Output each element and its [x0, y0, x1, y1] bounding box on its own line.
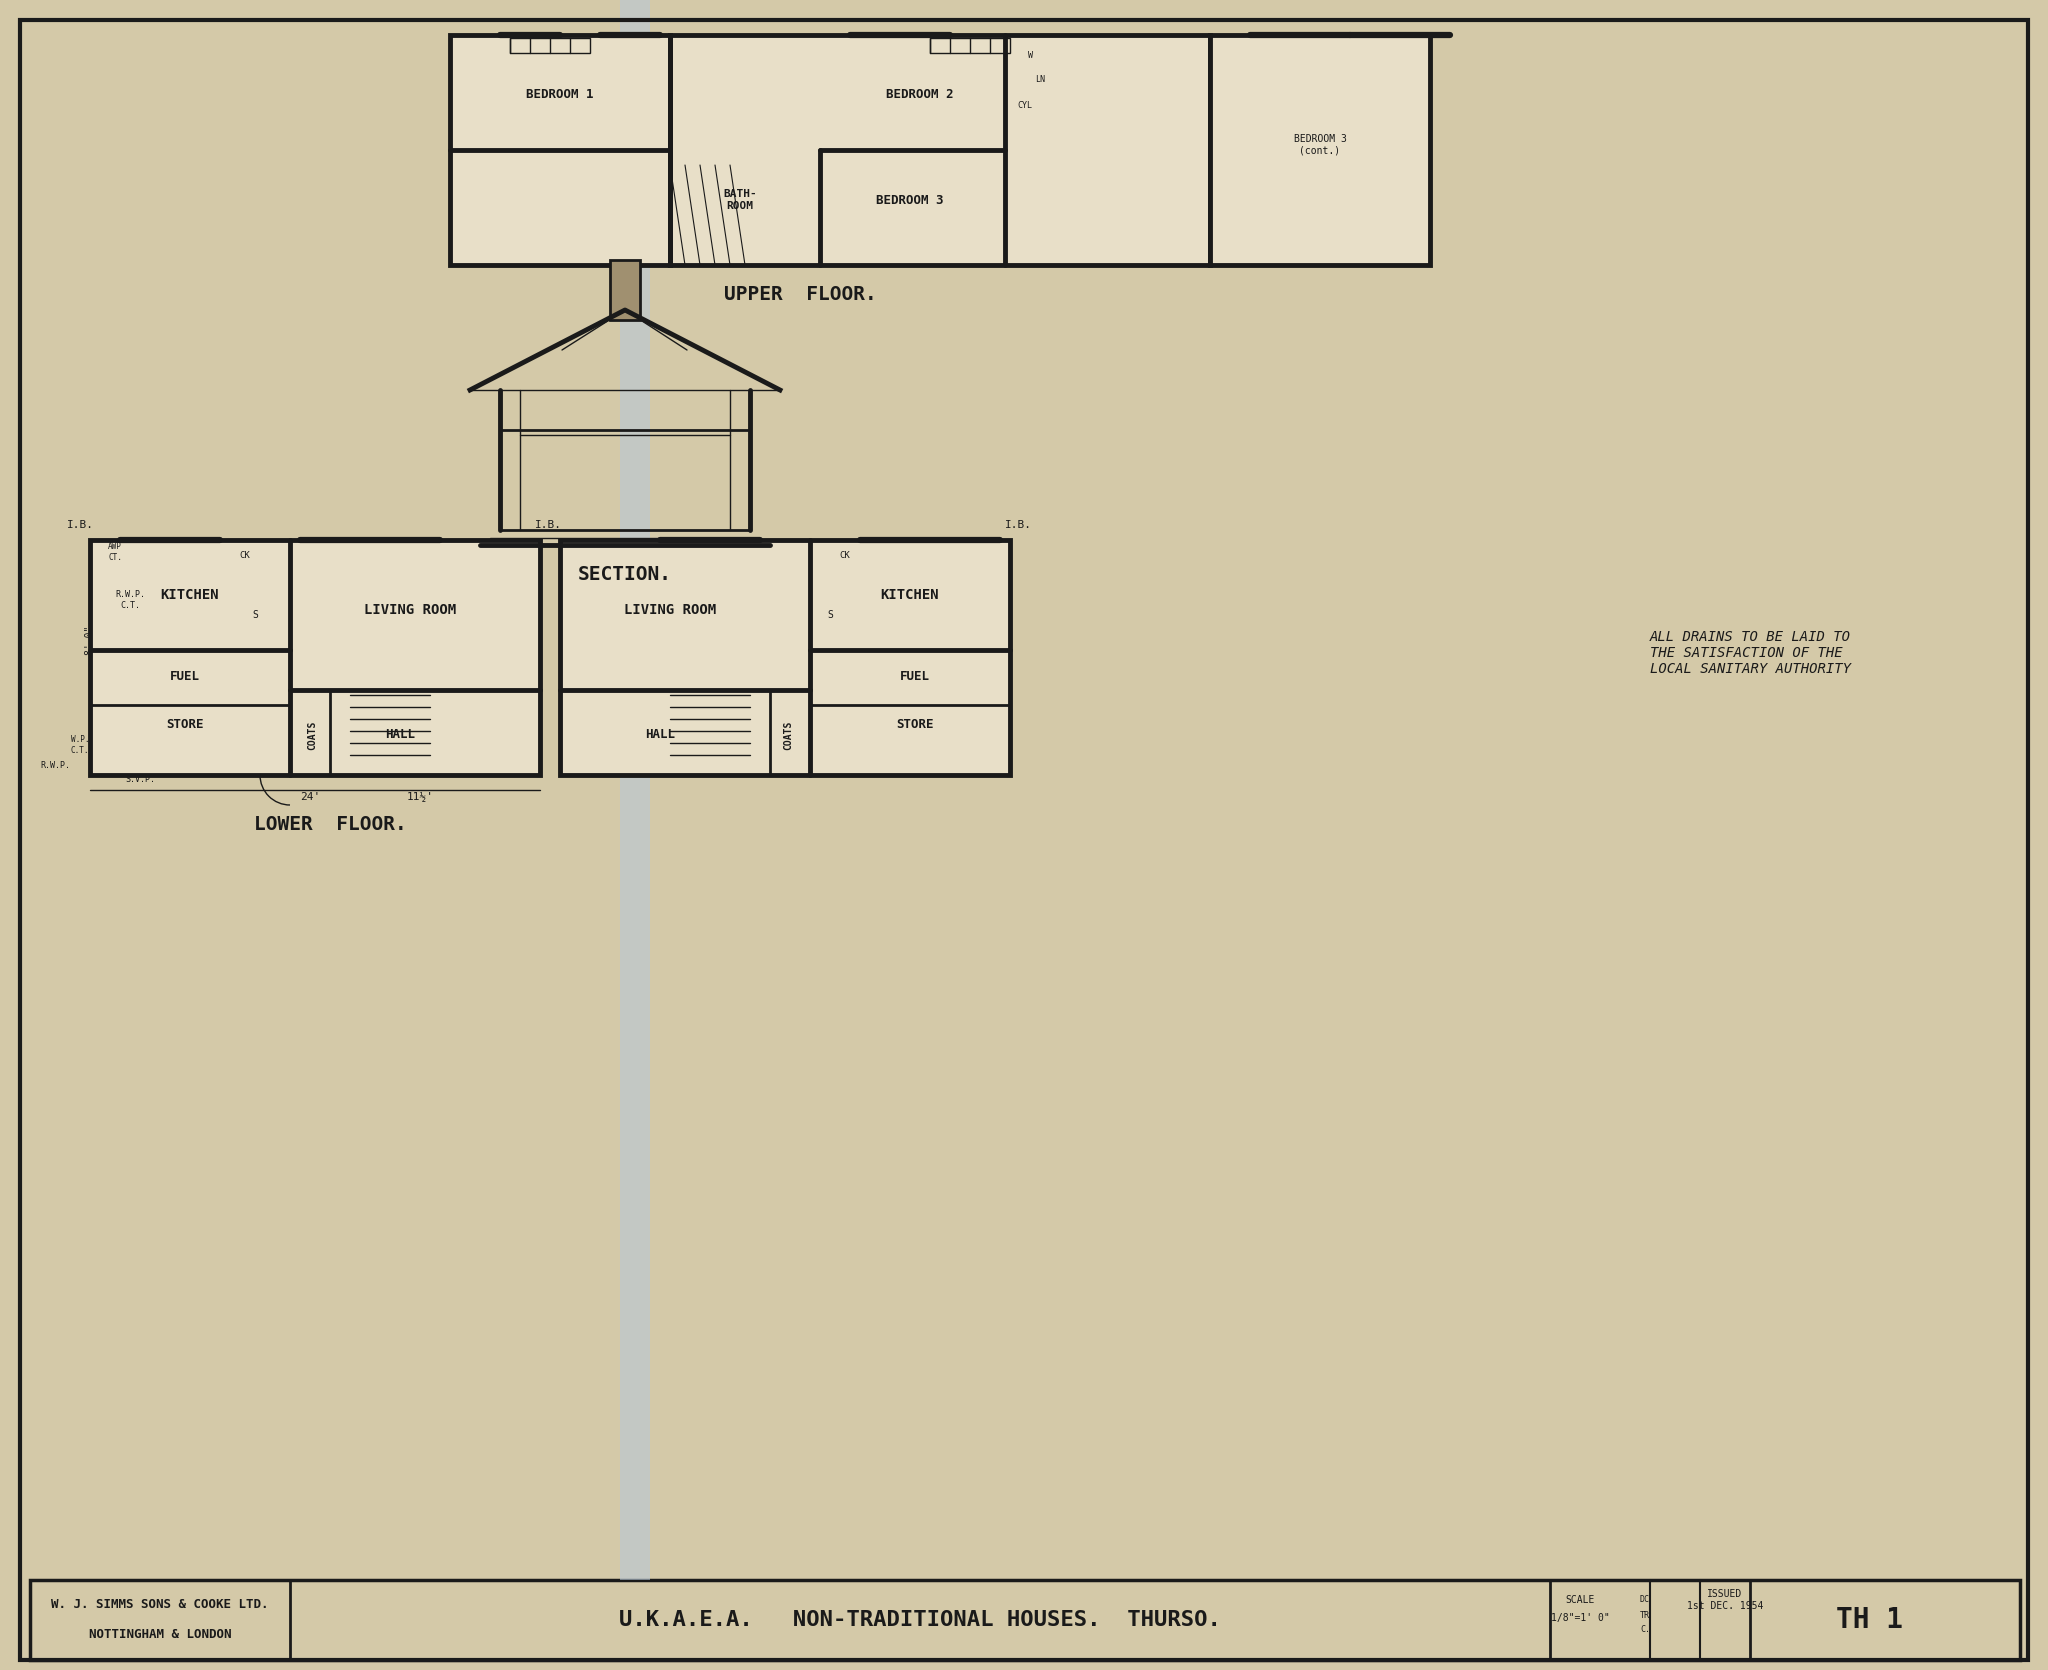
Text: W: W: [1028, 50, 1032, 60]
Text: S.V.P.: S.V.P.: [125, 775, 156, 785]
Text: S: S: [252, 610, 258, 620]
Text: I.B.: I.B.: [535, 519, 561, 529]
Text: STORE: STORE: [166, 718, 203, 731]
Text: CK: CK: [840, 551, 850, 559]
Text: TH 1: TH 1: [1837, 1607, 1903, 1633]
Text: S: S: [827, 610, 834, 620]
Text: CK: CK: [240, 551, 250, 559]
Text: KITCHEN: KITCHEN: [881, 588, 940, 601]
Text: BATH-
ROOM: BATH- ROOM: [723, 189, 758, 210]
Text: STORE: STORE: [897, 718, 934, 731]
Text: BEDROOM 2: BEDROOM 2: [887, 89, 954, 102]
Bar: [559, 539, 1010, 775]
Text: BEDROOM 3
(cont.): BEDROOM 3 (cont.): [1294, 134, 1346, 155]
Text: KITCHEN: KITCHEN: [160, 588, 219, 601]
Bar: [90, 539, 541, 775]
Text: NOTTINGHAM & LONDON: NOTTINGHAM & LONDON: [88, 1628, 231, 1642]
Text: R.W.P.
C.T.: R.W.P. C.T.: [115, 590, 145, 610]
Text: 11½': 11½': [406, 792, 434, 802]
Bar: [510, 38, 590, 53]
Text: I.B.: I.B.: [1004, 519, 1032, 529]
Text: LIVING ROOM: LIVING ROOM: [365, 603, 457, 616]
Text: HALL: HALL: [645, 728, 676, 741]
Text: BEDROOM 3: BEDROOM 3: [877, 194, 944, 207]
Text: U.K.A.E.A.   NON-TRADITIONAL HOUSES.  THURSO.: U.K.A.E.A. NON-TRADITIONAL HOUSES. THURS…: [618, 1610, 1221, 1630]
Bar: [670, 35, 1210, 266]
Text: COATS: COATS: [307, 720, 317, 750]
Text: R.W.P.: R.W.P.: [41, 760, 70, 770]
Text: ISSUED
1st DEC. 1954: ISSUED 1st DEC. 1954: [1688, 1590, 1763, 1612]
Text: AWP
CT.: AWP CT.: [109, 543, 123, 561]
Text: SCALE: SCALE: [1565, 1595, 1595, 1605]
Bar: [621, 0, 649, 1580]
Text: HALL: HALL: [385, 728, 416, 741]
Text: TR: TR: [1640, 1610, 1651, 1620]
Text: W.P.
C.T.: W.P. C.T.: [72, 735, 90, 755]
Text: ALL DRAINS TO BE LAID TO
THE SATISFACTION OF THE
LOCAL SANITARY AUTHORITY: ALL DRAINS TO BE LAID TO THE SATISFACTIO…: [1651, 630, 1851, 676]
Text: BEDROOM 1: BEDROOM 1: [526, 89, 594, 102]
Text: FUEL: FUEL: [170, 670, 201, 683]
Text: DC: DC: [1640, 1595, 1651, 1605]
Bar: [610, 261, 639, 321]
Text: FUEL: FUEL: [899, 670, 930, 683]
Text: 24': 24': [299, 792, 319, 802]
Text: C.: C.: [1640, 1625, 1651, 1635]
Bar: [930, 38, 1010, 53]
Text: W. J. SIMMS SONS & COOKE LTD.: W. J. SIMMS SONS & COOKE LTD.: [51, 1598, 268, 1612]
Text: LN: LN: [1034, 75, 1044, 85]
Bar: [451, 35, 670, 266]
Text: SECTION.: SECTION.: [578, 566, 672, 584]
Bar: [31, 1580, 2019, 1660]
Text: 8' 0": 8' 0": [86, 625, 94, 655]
Bar: [1210, 35, 1430, 266]
Text: COATS: COATS: [782, 720, 793, 750]
Text: CYL: CYL: [1018, 100, 1032, 110]
Text: 1/8"=1' 0": 1/8"=1' 0": [1550, 1613, 1610, 1623]
Text: LOWER  FLOOR.: LOWER FLOOR.: [254, 815, 406, 835]
Text: LIVING ROOM: LIVING ROOM: [625, 603, 717, 616]
Text: I.B.: I.B.: [66, 519, 94, 529]
Text: UPPER  FLOOR.: UPPER FLOOR.: [723, 286, 877, 304]
